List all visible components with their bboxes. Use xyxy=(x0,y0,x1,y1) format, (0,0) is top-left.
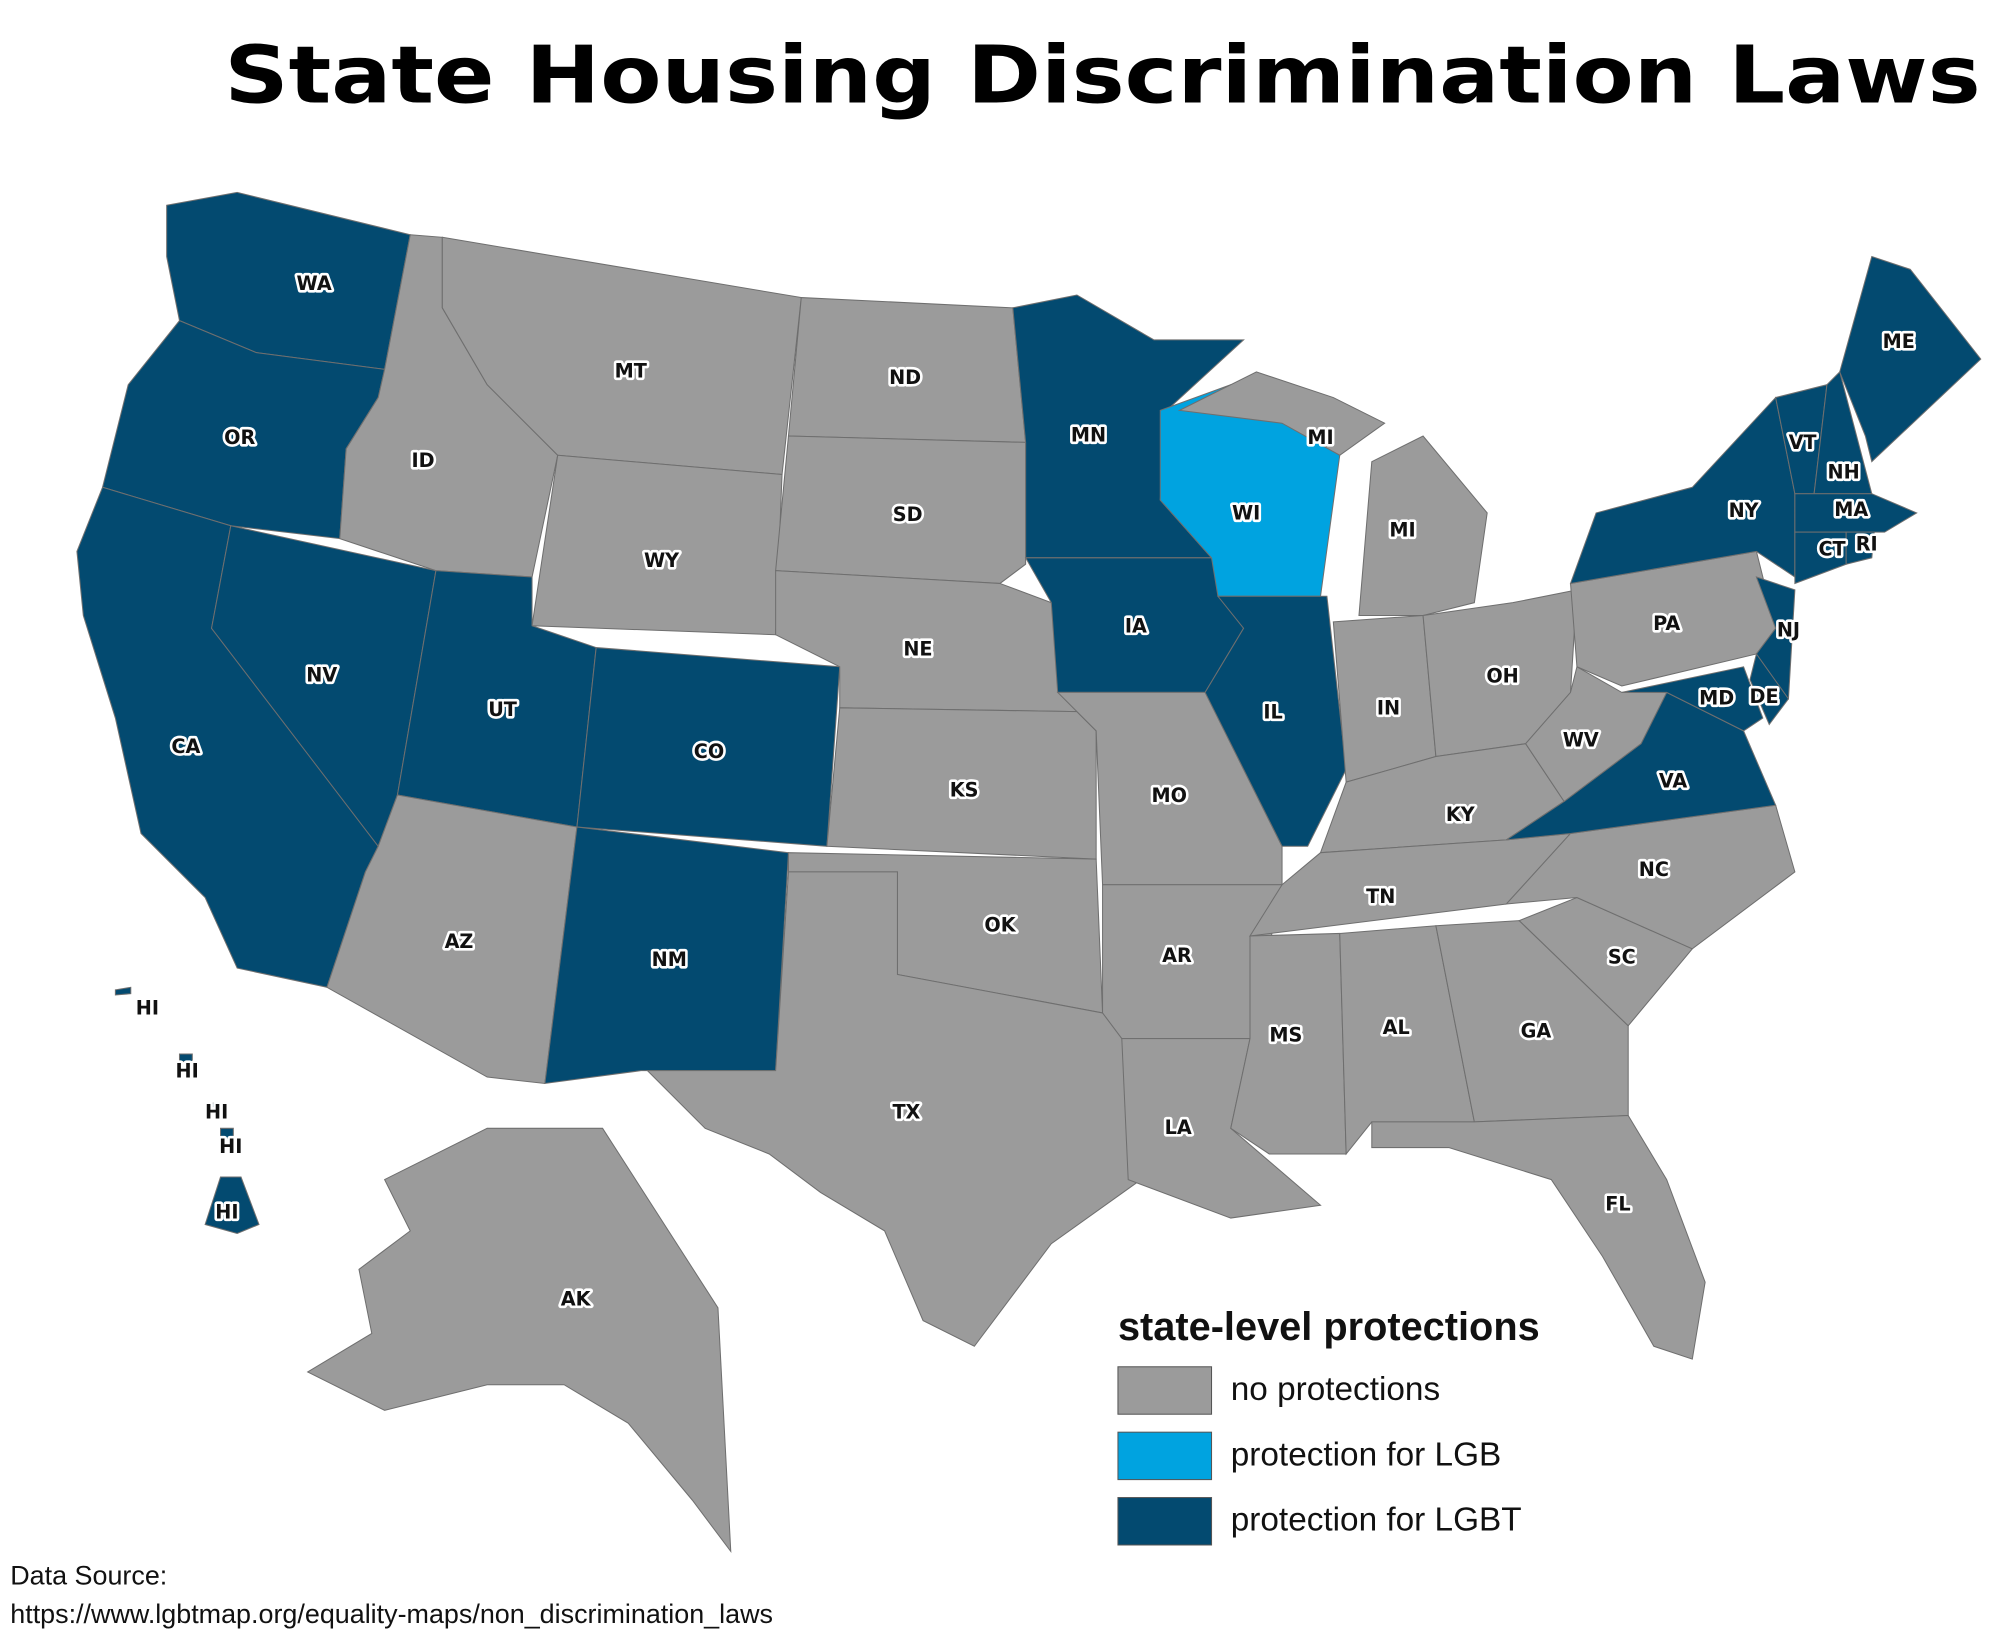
state-label: NC xyxy=(1639,858,1669,881)
state-label: MA xyxy=(1834,498,1868,521)
state-label: NH xyxy=(1828,461,1860,484)
map-title: State Housing Discrimination Laws xyxy=(224,29,1980,122)
state-label: SC xyxy=(1608,945,1636,968)
state-label: CA xyxy=(171,735,200,758)
state-label: NJ xyxy=(1777,618,1800,641)
state-label: NY xyxy=(1729,499,1760,522)
state-shape xyxy=(1204,595,1347,847)
state-label: HI xyxy=(219,1135,242,1158)
state-labels: WA OR CA NV ID MT WY UT CO AZ NM ND SD NE KS OK TX MN IA MO… xyxy=(133,270,1917,1314)
state-label: MT xyxy=(615,359,647,382)
state-shape xyxy=(1749,652,1790,726)
state-shape xyxy=(1845,531,1875,565)
state-shape xyxy=(220,1127,234,1140)
state-label: AK xyxy=(561,1288,592,1311)
state-label: LA xyxy=(1165,1116,1192,1139)
state-label: SD xyxy=(893,503,923,526)
state-label: HI xyxy=(215,1200,238,1223)
state-label: GA xyxy=(1521,1020,1552,1043)
legend: state-level protections no protections pr… xyxy=(1117,1305,1540,1546)
state-label: HI xyxy=(205,1100,228,1123)
state-label: OK xyxy=(984,913,1016,936)
state-label: OR xyxy=(224,426,255,449)
state-label: MI xyxy=(1307,426,1333,449)
state-shape xyxy=(775,435,1027,584)
state-label: HI xyxy=(136,997,159,1020)
state-label: ME xyxy=(1883,330,1915,353)
state-label: NM xyxy=(652,948,687,971)
source-label: Data Source: xyxy=(10,1561,167,1591)
state-shape xyxy=(1569,396,1796,585)
legend-label: protection for LGBT xyxy=(1231,1502,1522,1539)
state-label: CT xyxy=(1818,538,1845,561)
state-shape xyxy=(1621,666,1764,732)
state-label: IL xyxy=(1263,700,1282,723)
state-label: AR xyxy=(1162,944,1192,967)
state-label: NV xyxy=(306,663,337,686)
state-shape xyxy=(306,1127,732,1554)
state-label: UT xyxy=(488,698,517,721)
legend-swatch xyxy=(1117,1431,1213,1481)
state-label: KY xyxy=(1446,803,1476,826)
state-label: WI xyxy=(1232,502,1260,525)
state-shape xyxy=(178,1053,193,1063)
legend-label: no protections xyxy=(1231,1371,1440,1408)
state-label: MS xyxy=(1269,1024,1302,1047)
state-label: WA xyxy=(296,272,331,295)
state-shape xyxy=(1177,371,1386,456)
states xyxy=(76,191,1982,1554)
state-label: OH xyxy=(1486,665,1518,688)
state-label: WY xyxy=(644,549,680,572)
state-label: AZ xyxy=(445,930,474,953)
legend-title: state-level protections xyxy=(1118,1305,1540,1349)
state-label: IA xyxy=(1125,615,1147,638)
state-label: ID xyxy=(412,449,435,472)
state-shape xyxy=(646,871,1142,1347)
state-shape xyxy=(114,986,132,996)
state-label: TN xyxy=(1366,885,1395,908)
state-label: DE xyxy=(1750,685,1779,708)
state-shape xyxy=(204,1102,219,1114)
state-label: MO xyxy=(1151,784,1186,807)
legend-swatch xyxy=(1117,1497,1213,1546)
state-label: IN xyxy=(1377,697,1400,720)
state-label: FL xyxy=(1605,1193,1630,1216)
state-label: NE xyxy=(903,638,932,661)
source-url: https://www.lgbtmap.org/equality-maps/no… xyxy=(10,1599,773,1629)
state-label: VT xyxy=(1789,431,1817,454)
state-label: PA xyxy=(1653,612,1680,635)
state-shape xyxy=(1371,1114,1706,1360)
state-shape xyxy=(204,1176,260,1234)
state-shape xyxy=(1839,255,1982,463)
state-label: AL xyxy=(1383,1016,1410,1039)
legend-swatch xyxy=(1117,1366,1213,1415)
legend-label: protection for LGB xyxy=(1231,1436,1501,1473)
state-shape xyxy=(1358,435,1488,617)
state-label: HI xyxy=(176,1059,199,1082)
state-shape xyxy=(1794,493,1918,533)
state-label: MD xyxy=(1699,686,1734,709)
state-shape xyxy=(1435,920,1629,1123)
state-label: MI xyxy=(1389,518,1415,541)
state-label: KS xyxy=(950,779,979,802)
state-label: ND xyxy=(889,366,921,389)
state-label: RI xyxy=(1856,532,1878,555)
state-label: TX xyxy=(892,1100,920,1123)
state-label: VA xyxy=(1659,770,1688,793)
state-label: WV xyxy=(1563,729,1599,752)
state-label: CO xyxy=(694,740,724,763)
state-shape xyxy=(531,454,783,636)
state-shape xyxy=(826,707,1097,860)
state-label: MN xyxy=(1071,424,1106,447)
